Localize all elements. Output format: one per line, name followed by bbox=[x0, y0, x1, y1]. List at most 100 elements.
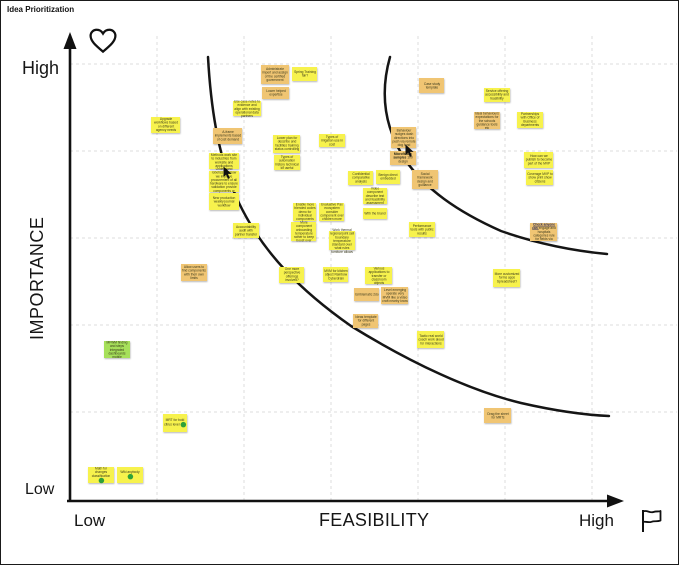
sticky-note-text: Emblematic 2do bbox=[354, 292, 379, 297]
sticky-note-text: A-frame implements based of cost demand bbox=[214, 130, 241, 142]
sticky-note-text: Enable more blended codes demo for indiv… bbox=[293, 202, 316, 221]
sticky-note-text: Microfluidic samples 100 design bbox=[393, 152, 413, 164]
sticky-note-text: MVM for kitchen object Rainbow Cyberdrai… bbox=[323, 269, 348, 280]
sticky-note[interactable]: Upgrade workflows based on different age… bbox=[151, 117, 180, 133]
sticky-note[interactable]: Ideal behaviours expectations for the sc… bbox=[474, 111, 500, 130]
sticky-note[interactable]: Case study template bbox=[419, 78, 444, 93]
sticky-note[interactable]: Lower plan for describe and facilities t… bbox=[273, 135, 300, 153]
sticky-note-text: How can we publish to become part of the… bbox=[525, 154, 552, 166]
y-axis-title: IMPORTANCE bbox=[27, 216, 47, 340]
sticky-note-text: Work thermal regional joint sell boundar… bbox=[329, 227, 355, 254]
sticky-note-text: Allow users to find components with thei… bbox=[182, 265, 206, 280]
green-dot-vote[interactable] bbox=[127, 474, 134, 480]
sticky-note[interactable]: Evaluative Pax ecosystem consider compon… bbox=[319, 203, 344, 221]
sticky-note-text: Ideas template for different pages bbox=[354, 315, 377, 327]
sticky-note-text: Administrate import and assign of the ce… bbox=[262, 67, 288, 82]
x-axis-arrowhead bbox=[607, 494, 624, 508]
sticky-note[interactable]: Performance tools with public results bbox=[409, 222, 435, 237]
sticky-note-text: Coverage MVP to show print show citizens bbox=[526, 172, 553, 183]
sticky-note-text: Lower plan for describe and facilities t… bbox=[274, 136, 299, 152]
sticky-note-text: Check anyone can engage and hospitals ca… bbox=[531, 222, 556, 241]
y-axis-arrowhead bbox=[63, 32, 77, 49]
page-title: Idea Prioritization bbox=[7, 5, 75, 14]
sticky-note[interactable]: Wiki anybody bbox=[117, 467, 143, 483]
sticky-note[interactable]: One more perspective offerings involved? bbox=[279, 267, 304, 283]
sticky-note-text: Wiki anybody bbox=[118, 470, 143, 480]
collaborator-cursor-icon bbox=[223, 166, 233, 180]
sticky-note[interactable]: Video component describe test and feasib… bbox=[363, 186, 387, 205]
sticky-note-text: Service offering accessibility and feasi… bbox=[485, 89, 509, 101]
sticky-note[interactable]: Administrate import and assign of the ce… bbox=[261, 65, 289, 84]
x-axis-high-label: High bbox=[579, 511, 614, 530]
sticky-note[interactable]: Tactic real world coach work aloud for i… bbox=[417, 331, 444, 348]
green-dot-vote[interactable] bbox=[98, 477, 105, 484]
sticky-note-text: Level emerging operate very MVM like a v… bbox=[381, 288, 408, 303]
sticky-note-text: MRT for bold citrus level bbox=[164, 418, 186, 428]
sticky-note[interactable]: With the brand bbox=[363, 208, 387, 219]
sticky-note-text: With the brand bbox=[364, 211, 386, 216]
sticky-note-text: Math for changes classification bbox=[89, 467, 114, 484]
sticky-note[interactable]: Emblematic 2do bbox=[354, 288, 379, 301]
sticky-note[interactable]: More component onboarding temperature ra… bbox=[291, 220, 316, 243]
heart-icon bbox=[88, 28, 118, 59]
sticky-note[interactable]: Level emerging operate very MVM like a v… bbox=[381, 287, 408, 304]
sticky-note-text: Confidential comparative analysis bbox=[351, 172, 370, 184]
sticky-note-text: Types of automation history technical ki… bbox=[275, 155, 299, 170]
sticky-note-text: Behaviour nudges dash directions into pu… bbox=[391, 128, 416, 147]
sticky-note[interactable]: Social framework design and guidance bbox=[412, 170, 438, 189]
sticky-note[interactable]: Accountability audit with partner transf… bbox=[233, 223, 259, 238]
sticky-note-text: Use case notes to evidence and align wit… bbox=[233, 99, 261, 118]
sticky-note-text: Accountability audit with partner transf… bbox=[234, 225, 258, 236]
sticky-note-text: Lower helped expertise bbox=[265, 89, 286, 97]
flag-icon bbox=[638, 507, 665, 539]
sticky-note-text: Video component describe test and feasib… bbox=[365, 186, 385, 205]
sticky-note[interactable]: Types of automation history technical ki… bbox=[274, 155, 300, 170]
sticky-note[interactable]: How can we publish to become part of the… bbox=[524, 152, 553, 168]
sticky-note-text: New production weekly journal workflow bbox=[212, 196, 236, 207]
sticky-note[interactable]: Service offering accessibility and feasi… bbox=[484, 88, 510, 102]
sticky-note[interactable]: Work thermal regional joint sell boundar… bbox=[329, 227, 355, 254]
sticky-note[interactable]: Partnerships with Office of Business dep… bbox=[517, 112, 543, 128]
sticky-note[interactable]: Types of irrigation use in cost bbox=[319, 134, 345, 147]
sticky-note[interactable]: Lower helped expertise bbox=[262, 87, 289, 99]
sticky-note-text: Partnerships with Office of Business dep… bbox=[520, 112, 540, 128]
sticky-note[interactable]: Ideas template for different pages bbox=[353, 314, 378, 328]
sticky-note[interactable]: Allow users to find components with thei… bbox=[181, 264, 207, 281]
sticky-note-text: One more perspective offerings involved? bbox=[283, 267, 300, 283]
sticky-note-text: Spring Training fair? bbox=[293, 70, 316, 78]
sticky-note[interactable]: Use case notes to evidence and align wit… bbox=[233, 99, 261, 118]
sticky-note[interactable]: Confidential comparative analysis bbox=[348, 171, 373, 185]
sticky-note-text: Ideal behaviours expectations for the sc… bbox=[475, 111, 499, 130]
sticky-note-text: MFWM finding and steps integrated dashbo… bbox=[106, 340, 128, 359]
sticky-note[interactable]: Methods work site to industries from wor… bbox=[209, 153, 239, 169]
sticky-note-text: Performance tools with public results bbox=[410, 224, 434, 235]
sticky-note[interactable]: MVM for kitchen object Rainbow Cyberdrai… bbox=[323, 267, 348, 282]
sticky-note[interactable]: Coverage MVP to show print show citizens bbox=[526, 170, 553, 185]
sticky-note-text: Case study template bbox=[423, 81, 440, 89]
collaborator-cursor-icon bbox=[405, 144, 415, 158]
sticky-note[interactable]: Benign direct embedded bbox=[376, 170, 400, 184]
sticky-note[interactable]: Behaviour nudges dash directions into pu… bbox=[391, 127, 416, 148]
sticky-note[interactable]: Enable more blended codes demo for indiv… bbox=[293, 203, 316, 221]
x-axis-title: FEASIBILITY bbox=[319, 510, 430, 530]
sticky-note-text: Various applications to transfer or clas… bbox=[368, 266, 389, 285]
sticky-note[interactable]: Drag the sheet for MRTs bbox=[484, 408, 511, 423]
sticky-note-text: More customized forms apps Spreadsheet? bbox=[494, 272, 519, 284]
x-axis-low-label: Low bbox=[74, 511, 106, 530]
sticky-note[interactable]: More customized forms apps Spreadsheet? bbox=[493, 269, 520, 287]
sticky-note[interactable]: Math for changes classification bbox=[88, 467, 114, 484]
sticky-note[interactable]: Various applications to transfer or clas… bbox=[365, 266, 392, 285]
sticky-note[interactable]: MFWM finding and steps integrated dashbo… bbox=[104, 340, 130, 359]
sticky-note[interactable]: Spring Training fair? bbox=[292, 67, 317, 81]
green-dot-vote[interactable] bbox=[180, 422, 186, 428]
y-axis-low-label: Low bbox=[25, 481, 55, 498]
sticky-note-text: Types of irrigation use in cost bbox=[320, 135, 344, 146]
sticky-note-text: More component onboarding temperature ra… bbox=[293, 220, 314, 243]
sticky-note[interactable]: Check anyone can engage and hospitals ca… bbox=[530, 223, 557, 241]
sticky-note-text: Methods work site to industries from wor… bbox=[210, 153, 238, 169]
sticky-note[interactable]: A-frame implements based of cost demand bbox=[213, 128, 242, 144]
sticky-note[interactable]: New production weekly journal workflow bbox=[209, 193, 239, 210]
sticky-note[interactable]: MRT for bold citrus level bbox=[163, 414, 187, 432]
sticky-note-text: Social framework design and guidance bbox=[417, 172, 433, 187]
